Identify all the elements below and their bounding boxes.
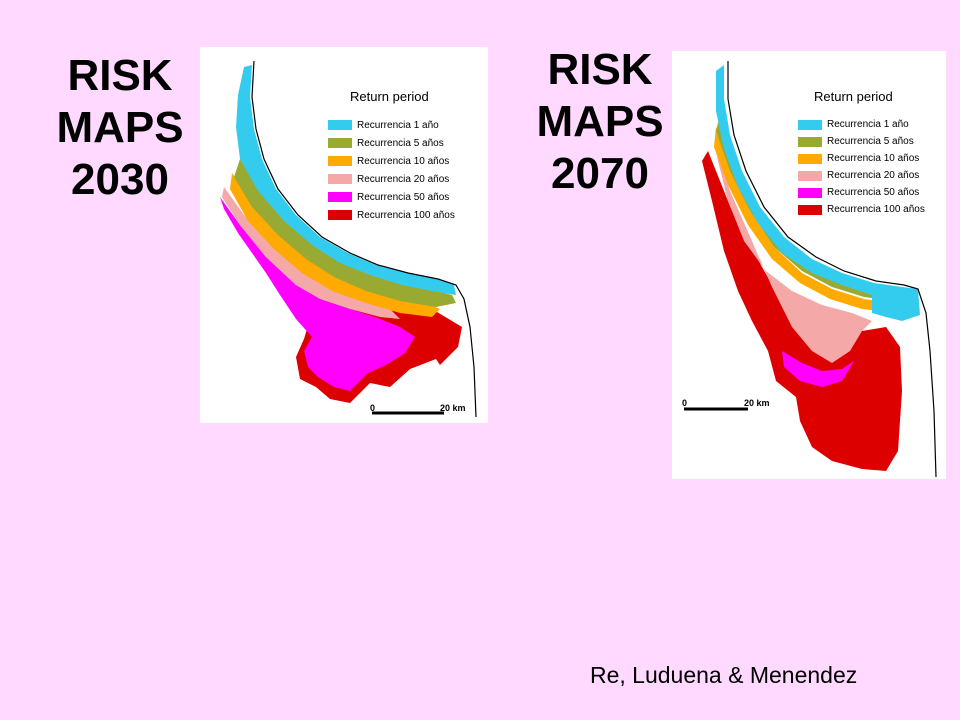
legend-2030: Return period Recurrencia 1 año Recurren… [328, 89, 455, 224]
legend-swatch [328, 192, 352, 202]
coastline [251, 60, 477, 418]
map-2070-canvas: 0 20 km [682, 61, 937, 478]
scale-end-label: 20 km [440, 403, 466, 413]
legend-label: Recurrencia 100 años [357, 209, 455, 221]
zone-1yr [716, 65, 920, 321]
legend-item: Recurrencia 1 año [328, 116, 455, 134]
title-line: RISK [547, 45, 653, 94]
scale-bar-2030: 0 20 km [370, 403, 466, 415]
risk-map-2030: 0 20 km Return period Recurrencia 1 año … [200, 47, 488, 423]
legend-label: Recurrencia 1 año [827, 119, 909, 130]
legend-item: Recurrencia 5 años [798, 133, 925, 150]
legend-item: Recurrencia 10 años [328, 152, 455, 170]
title-line: RISK [67, 51, 173, 100]
legend-item: Recurrencia 50 años [328, 188, 455, 206]
title-risk-maps-2070: RISK MAPS 2070 [520, 44, 680, 200]
title-line: MAPS [56, 103, 184, 152]
legend-swatch [798, 204, 822, 215]
legend-item: Recurrencia 20 años [328, 170, 455, 188]
legend-swatch [328, 210, 352, 220]
legend-label: Recurrencia 5 años [827, 136, 914, 147]
legend-label: Recurrencia 10 años [357, 155, 450, 167]
title-risk-maps-2030: RISK MAPS 2030 [40, 50, 200, 206]
legend-swatch [798, 170, 822, 181]
legend-swatch [798, 119, 822, 130]
title-line: MAPS [536, 97, 664, 146]
legend-label: Recurrencia 50 años [827, 187, 920, 198]
scale-start-label: 0 [682, 398, 687, 408]
legend-title: Return period [350, 89, 429, 104]
legend-label: Recurrencia 100 años [827, 204, 925, 215]
risk-map-2070: 0 20 km Return period Recurrencia 1 año … [672, 51, 946, 479]
legend-label: Recurrencia 1 año [357, 119, 439, 131]
legend-label: Recurrencia 20 años [357, 173, 450, 185]
zone-50yr [220, 197, 415, 391]
title-line: 2030 [71, 155, 169, 204]
zone-100yr [702, 151, 902, 471]
scale-bar-2070: 0 20 km [682, 398, 770, 411]
legend-2070: Return period Recurrencia 1 año Recurren… [798, 89, 925, 218]
legend-swatch [328, 174, 352, 184]
legend-label: Recurrencia 5 años [357, 137, 444, 149]
title-line: 2070 [551, 149, 649, 198]
legend-title: Return period [814, 89, 893, 104]
legend-swatch [328, 156, 352, 166]
legend-swatch [798, 187, 822, 198]
author-credit: Re, Luduena & Menendez [590, 662, 858, 688]
coastline [727, 61, 937, 478]
legend-item: Recurrencia 5 años [328, 134, 455, 152]
legend-swatch [798, 136, 822, 147]
legend-item: Recurrencia 50 años [798, 184, 925, 201]
zone-20yr [714, 141, 872, 363]
legend-swatch [328, 120, 352, 130]
legend-item: Recurrencia 100 años [798, 201, 925, 218]
legend-label: Recurrencia 10 años [827, 153, 920, 164]
zone-10yr [714, 127, 908, 313]
legend-swatch [798, 153, 822, 164]
legend-label: Recurrencia 20 años [827, 170, 920, 181]
zone-50yr [782, 351, 854, 387]
zone-20yr [222, 187, 400, 319]
legend-item: Recurrencia 20 años [798, 167, 925, 184]
scale-start-label: 0 [370, 403, 375, 413]
legend-swatch [328, 138, 352, 148]
map-2030-canvas: 0 20 km [220, 60, 477, 418]
legend-item: Recurrencia 10 años [798, 150, 925, 167]
legend-item: Recurrencia 100 años [328, 206, 455, 224]
zone-5yr [234, 159, 456, 307]
legend-item: Recurrencia 1 año [798, 116, 925, 133]
legend-label: Recurrencia 50 años [357, 191, 450, 203]
scale-end-label: 20 km [744, 398, 770, 408]
